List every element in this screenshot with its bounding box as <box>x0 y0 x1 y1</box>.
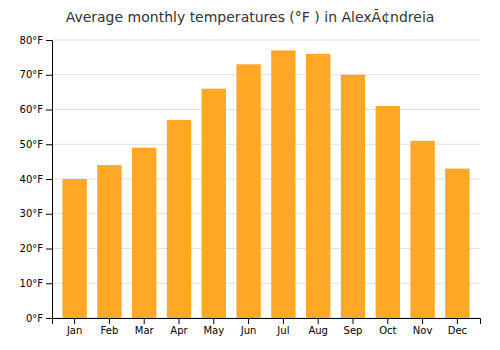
x-tick-mark <box>318 318 319 324</box>
x-tick: Nov <box>413 318 433 336</box>
y-tick: 10°F <box>20 278 52 289</box>
bar <box>271 50 295 318</box>
x-tick-label: Mar <box>135 325 155 336</box>
x-tick-label: Nov <box>413 325 433 336</box>
bar <box>341 75 365 318</box>
y-tick: 70°F <box>20 69 52 80</box>
y-tick: 50°F <box>20 139 52 150</box>
x-tick: Aug <box>308 318 328 336</box>
y-tick-label: 0°F <box>26 313 43 324</box>
y-tick-label: 80°F <box>20 35 44 46</box>
bar <box>410 141 434 318</box>
y-tick-label: 20°F <box>20 243 44 254</box>
y-tick-mark <box>46 110 52 111</box>
y-tick-label: 70°F <box>20 69 44 80</box>
x-tick: Jul <box>276 318 289 336</box>
marks <box>62 50 469 318</box>
y-axis: 0°F 10°F 20°F 30°F 40°F 50°F 60°F 70°F 80°F <box>20 35 53 324</box>
x-tick: Jun <box>240 318 257 336</box>
bar <box>132 148 156 318</box>
x-tick: Mar <box>135 318 155 336</box>
bar <box>445 169 469 318</box>
y-tick-mark <box>46 214 52 215</box>
bar <box>97 165 121 318</box>
y-tick: 60°F <box>20 104 52 115</box>
y-tick: 80°F <box>20 35 52 46</box>
x-tick-mark <box>283 318 284 324</box>
y-tick: 40°F <box>20 174 52 185</box>
x-tick-mark <box>144 318 145 324</box>
x-tick-mark <box>422 318 423 324</box>
x-tick: Feb <box>101 318 119 336</box>
y-tick: 0°F <box>26 313 52 324</box>
x-tick-label: Apr <box>170 325 188 336</box>
x-tick-label: Feb <box>101 325 119 336</box>
bar <box>167 120 191 318</box>
y-tick-mark <box>46 249 52 250</box>
title: Average monthly temperatures (°F ) in Al… <box>66 9 435 25</box>
x-tick-mark <box>457 318 458 324</box>
grid-line <box>52 74 480 75</box>
x-tick-mark <box>109 318 110 324</box>
x-tick-label: Dec <box>448 325 467 336</box>
y-axis-line <box>46 41 53 319</box>
bar <box>62 179 86 318</box>
y-tick-mark <box>46 179 52 180</box>
x-tick: Dec <box>448 318 467 336</box>
y-tick-label: 30°F <box>20 208 44 219</box>
x-tick-label: Jan <box>66 325 82 336</box>
bar <box>236 64 260 318</box>
x-tick: Apr <box>170 318 188 336</box>
x-tick: Sep <box>344 318 363 336</box>
y-tick-mark <box>46 318 52 319</box>
y-tick-mark <box>46 40 52 41</box>
bar <box>306 54 330 318</box>
x-tick-mark <box>213 318 214 324</box>
x-tick-label: May <box>203 325 224 336</box>
bar <box>202 89 226 318</box>
x-tick-label: Jul <box>276 325 289 336</box>
x-tick-mark <box>179 318 180 324</box>
grid <box>52 40 480 318</box>
grid-line <box>52 40 480 41</box>
bar <box>376 106 400 318</box>
plot: 0°F 10°F 20°F 30°F 40°F 50°F 60°F 70°F 80°F Jan Fe… <box>20 35 481 336</box>
x-tick-mark <box>352 318 353 324</box>
y-tick-label: 50°F <box>20 139 44 150</box>
x-tick: Oct <box>379 318 396 336</box>
x-tick-label: Aug <box>308 325 328 336</box>
y-tick-mark <box>46 75 52 76</box>
chart: Average monthly temperatures (°F ) in Al… <box>0 0 500 350</box>
x-tick: Jan <box>66 318 82 336</box>
x-axis-line <box>53 319 481 325</box>
x-axis: Jan Feb Mar Apr May Jun Jul Aug Sep Oct Nov Dec <box>53 318 481 336</box>
y-tick-label: 10°F <box>20 278 44 289</box>
grid-line <box>52 109 480 110</box>
x-tick-mark <box>387 318 388 324</box>
x-tick-mark <box>74 318 75 324</box>
x-tick-label: Jun <box>240 325 257 336</box>
x-tick-mark <box>248 318 249 324</box>
y-tick: 20°F <box>20 243 52 254</box>
y-tick-mark <box>46 144 52 145</box>
x-tick: May <box>203 318 224 336</box>
y-tick: 30°F <box>20 208 52 219</box>
y-tick-mark <box>46 283 52 284</box>
x-tick-label: Sep <box>344 325 363 336</box>
y-tick-label: 40°F <box>20 174 44 185</box>
x-tick-label: Oct <box>379 325 396 336</box>
y-tick-label: 60°F <box>20 104 44 115</box>
